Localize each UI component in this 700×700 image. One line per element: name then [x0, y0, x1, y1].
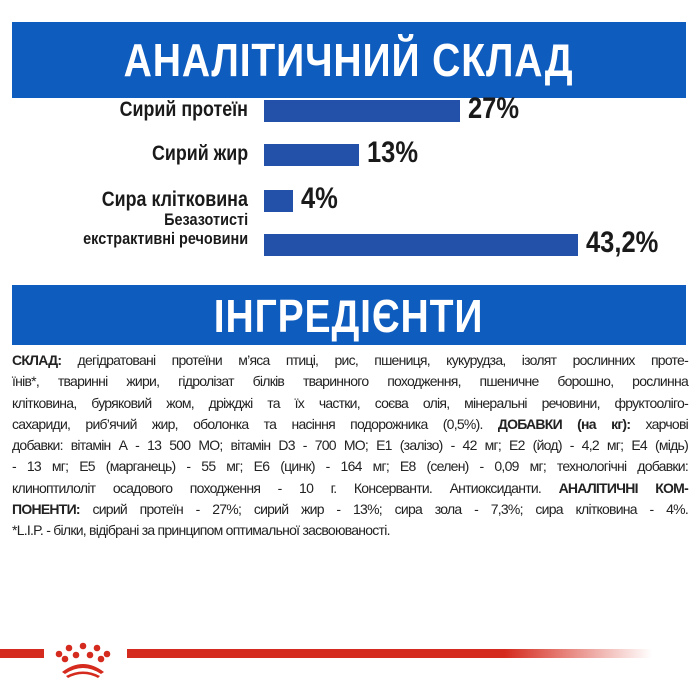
ingredients-line: клиноптилоліт осадового походження - 10 …	[12, 478, 689, 499]
analysis-banner: АНАЛІТИЧНИЙ СКЛАД	[12, 22, 686, 98]
analysis-title: АНАЛІТИЧНИЙ СКЛАД	[124, 34, 574, 86]
text: - 13 мг; Е5 (марганець) - 55 мг; Е6 (цин…	[12, 458, 689, 475]
red-line-left	[0, 649, 44, 658]
value-label: 13%	[366, 136, 418, 169]
text: дегідратовані протеїни м’яса птиці, рис,…	[61, 352, 689, 368]
analytical-label: ПОНЕНТИ:	[12, 501, 81, 518]
ingredients-banner: ІНГРЕДІЄНТИ	[12, 285, 686, 345]
ingredients-line: клітковина, буряковий жом, дріжджі та їх…	[12, 393, 689, 414]
text: *L.I.P. - білки, відібрані за принципом …	[12, 522, 390, 539]
bar	[264, 144, 359, 166]
ingredients-title: ІНГРЕДІЄНТИ	[214, 290, 484, 342]
ingredients-line: сахариди, риб’ячий жир, оболонка та насі…	[12, 414, 689, 435]
text: сахариди, риб’ячий жир, оболонка та насі…	[12, 415, 498, 432]
category-label: Сирий жир	[151, 142, 248, 165]
ingredients-footnote: *L.I.P. - білки, відібрані за принципом …	[12, 520, 688, 541]
additives-label: ДОБАВКИ (на кг):	[497, 415, 631, 432]
text: їнів*, тваринні жири, гідролізат білків …	[12, 373, 689, 390]
ingredients-line: - 13 мг; Е5 (марганець) - 55 мг; Е6 (цин…	[12, 456, 689, 477]
text: клітковина, буряковий жом, дріжджі та їх…	[12, 394, 689, 411]
category-label: Сира клітковина	[101, 188, 248, 211]
text: добавки: вітамін А - 13 500 МО; вітамін …	[12, 437, 689, 454]
value-label: 27%	[468, 92, 520, 125]
category-label: Безазотисті екстрактивні речовини	[83, 210, 248, 248]
value-label: 43,2%	[586, 226, 659, 259]
ingredients-line: їнів*, тваринні жири, гідролізат білків …	[12, 371, 689, 392]
value-label: 4%	[301, 182, 338, 215]
ingredients-text: СКЛАД: дегідратовані протеїни м’яса птиц…	[12, 350, 689, 542]
bar	[264, 190, 294, 212]
ingredients-line: СКЛАД: дегідратовані протеїни м’яса птиц…	[12, 350, 689, 371]
text: клиноптилоліт осадового походження - 10 …	[12, 479, 559, 496]
ingredients-line: ПОНЕНТИ: сирий протеїн - 27%; сирий жир …	[12, 499, 689, 520]
royal-canin-crown-icon	[55, 642, 111, 678]
composition-label: СКЛАД:	[12, 352, 62, 368]
text: сирий протеїн - 27%; сирий жир - 13%; си…	[79, 501, 688, 518]
category-label-line: екстрактивні речовини	[83, 229, 248, 248]
text: харчові	[630, 415, 689, 432]
footer-brand-line	[0, 642, 652, 678]
analytical-label: АНАЛІТИЧНІ КОМ-	[558, 479, 689, 496]
red-line-right	[127, 649, 652, 658]
bar	[264, 100, 461, 122]
category-label: Сирий протеїн	[119, 98, 248, 121]
ingredients-line: добавки: вітамін А - 13 500 МО; вітамін …	[12, 435, 689, 456]
bar	[264, 234, 579, 256]
category-label-line: Безазотисті	[163, 210, 248, 229]
